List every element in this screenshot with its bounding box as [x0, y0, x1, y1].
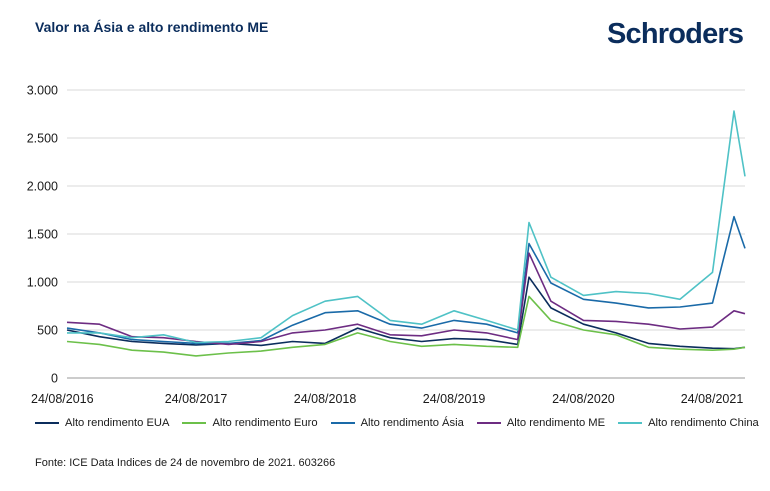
legend-label: Alto rendimento Euro: [212, 417, 318, 429]
x-tick-label: 24/08/2020: [552, 392, 615, 406]
source-note: Fonte: ICE Data Indices de 24 de novembr…: [35, 457, 336, 469]
x-tick-label: 24/08/2019: [423, 392, 486, 406]
y-tick-label: 0: [51, 372, 58, 386]
legend: Alto rendimento EUA Alto rendimento Euro A…: [35, 417, 770, 429]
series-line: [66, 252, 746, 346]
series-line: [67, 110, 746, 344]
legend-swatch: [618, 422, 643, 424]
legend-item: Alto rendimento Ásia: [330, 417, 464, 429]
legend-label: Alto rendimento EUA: [65, 417, 170, 429]
legend-item: Alto rendimento EUA: [35, 417, 169, 429]
x-axis-ticks: 24/08/2016 24/08/2017 24/08/2018 24/08/2019…: [31, 392, 743, 406]
series-line: [66, 215, 746, 345]
y-tick-label: 500: [37, 324, 58, 338]
legend-item: Alto rendimento China: [618, 417, 759, 429]
schroders-logo: Schroders: [607, 18, 744, 50]
x-tick-label: 24/08/2017: [165, 392, 228, 406]
y-tick-label: 1.000: [27, 276, 58, 290]
legend-item: Alto rendimento Euro: [182, 417, 318, 429]
gridlines: [67, 89, 745, 379]
series-lines: [66, 110, 746, 357]
y-tick-label: 1.500: [27, 228, 58, 242]
legend-swatch: [182, 422, 207, 424]
legend-swatch: [476, 422, 501, 424]
legend-label: Alto rendimento Ásia: [360, 417, 464, 429]
legend-item: Alto rendimento ME: [476, 417, 606, 429]
legend-swatch: [330, 422, 355, 424]
chart-title: Valor na Ásia e alto rendimento ME: [35, 19, 269, 35]
legend-label: Alto rendimento ME: [506, 417, 606, 429]
x-tick-label: 24/08/2018: [294, 392, 357, 406]
series-line: [66, 276, 746, 350]
y-tick-label: 3.000: [27, 84, 58, 98]
x-tick-label: 24/08/2021: [681, 392, 744, 406]
legend-swatch: [35, 422, 59, 424]
series-line: [66, 295, 746, 357]
y-tick-label: 2.500: [27, 132, 58, 146]
line-chart: 0 500 1.000 1.500 2.000 2.500 3.000 24/08/2016…: [27, 84, 746, 406]
y-axis-ticks: 0 500 1.000 1.500 2.000 2.500 3.000: [27, 84, 58, 386]
y-tick-label: 2.000: [27, 180, 58, 194]
legend-label: Alto rendimento China: [648, 417, 759, 429]
x-tick-label: 24/08/2016: [31, 392, 94, 406]
